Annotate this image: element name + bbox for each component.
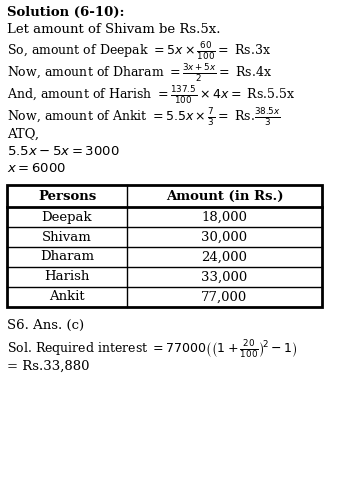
Text: 30,000: 30,000 (202, 230, 248, 243)
Text: = Rs.33,880: = Rs.33,880 (7, 360, 90, 373)
Text: 33,000: 33,000 (202, 271, 248, 284)
Text: Harish: Harish (44, 271, 90, 284)
Text: Amount (in Rs.): Amount (in Rs.) (166, 190, 283, 203)
Text: Ankit: Ankit (49, 290, 85, 304)
Text: So, amount of Deepak $= 5x \times \frac{60}{100} =$ Rs.3x: So, amount of Deepak $= 5x \times \frac{… (7, 40, 271, 62)
Text: 77,000: 77,000 (202, 290, 248, 304)
Text: Shivam: Shivam (42, 230, 92, 243)
Text: 18,000: 18,000 (202, 210, 247, 224)
Text: Let amount of Shivam be Rs.5x.: Let amount of Shivam be Rs.5x. (7, 23, 220, 36)
Text: Now, amount of Ankit $= 5.5x \times \frac{7}{3} =$ Rs.$\frac{38.5x}{3}$: Now, amount of Ankit $= 5.5x \times \fra… (7, 106, 281, 128)
Text: S6. Ans. (c): S6. Ans. (c) (7, 319, 84, 332)
Text: And, amount of Harish $= \frac{137.5}{100} \times 4x =$ Rs.5.5x: And, amount of Harish $= \frac{137.5}{10… (7, 84, 296, 106)
Text: $x = 6000$: $x = 6000$ (7, 162, 66, 175)
Bar (7, 185, 322, 307)
Text: $5.5x - 5x = 3000$: $5.5x - 5x = 3000$ (7, 145, 120, 158)
Text: Dharam: Dharam (40, 251, 94, 263)
Text: 24,000: 24,000 (202, 251, 247, 263)
Text: Now, amount of Dharam $= \frac{3x+5x}{2} =$ Rs.4x: Now, amount of Dharam $= \frac{3x+5x}{2}… (7, 62, 272, 84)
Text: Solution (6-10):: Solution (6-10): (7, 6, 124, 19)
Text: Deepak: Deepak (42, 210, 92, 224)
Text: Sol. Required interest $= 77000\left(\left(1 + \frac{20}{100}\right)^{\!2} - 1\r: Sol. Required interest $= 77000\left(\le… (7, 338, 298, 360)
Text: Persons: Persons (38, 190, 96, 203)
Text: ATQ,: ATQ, (7, 128, 39, 141)
